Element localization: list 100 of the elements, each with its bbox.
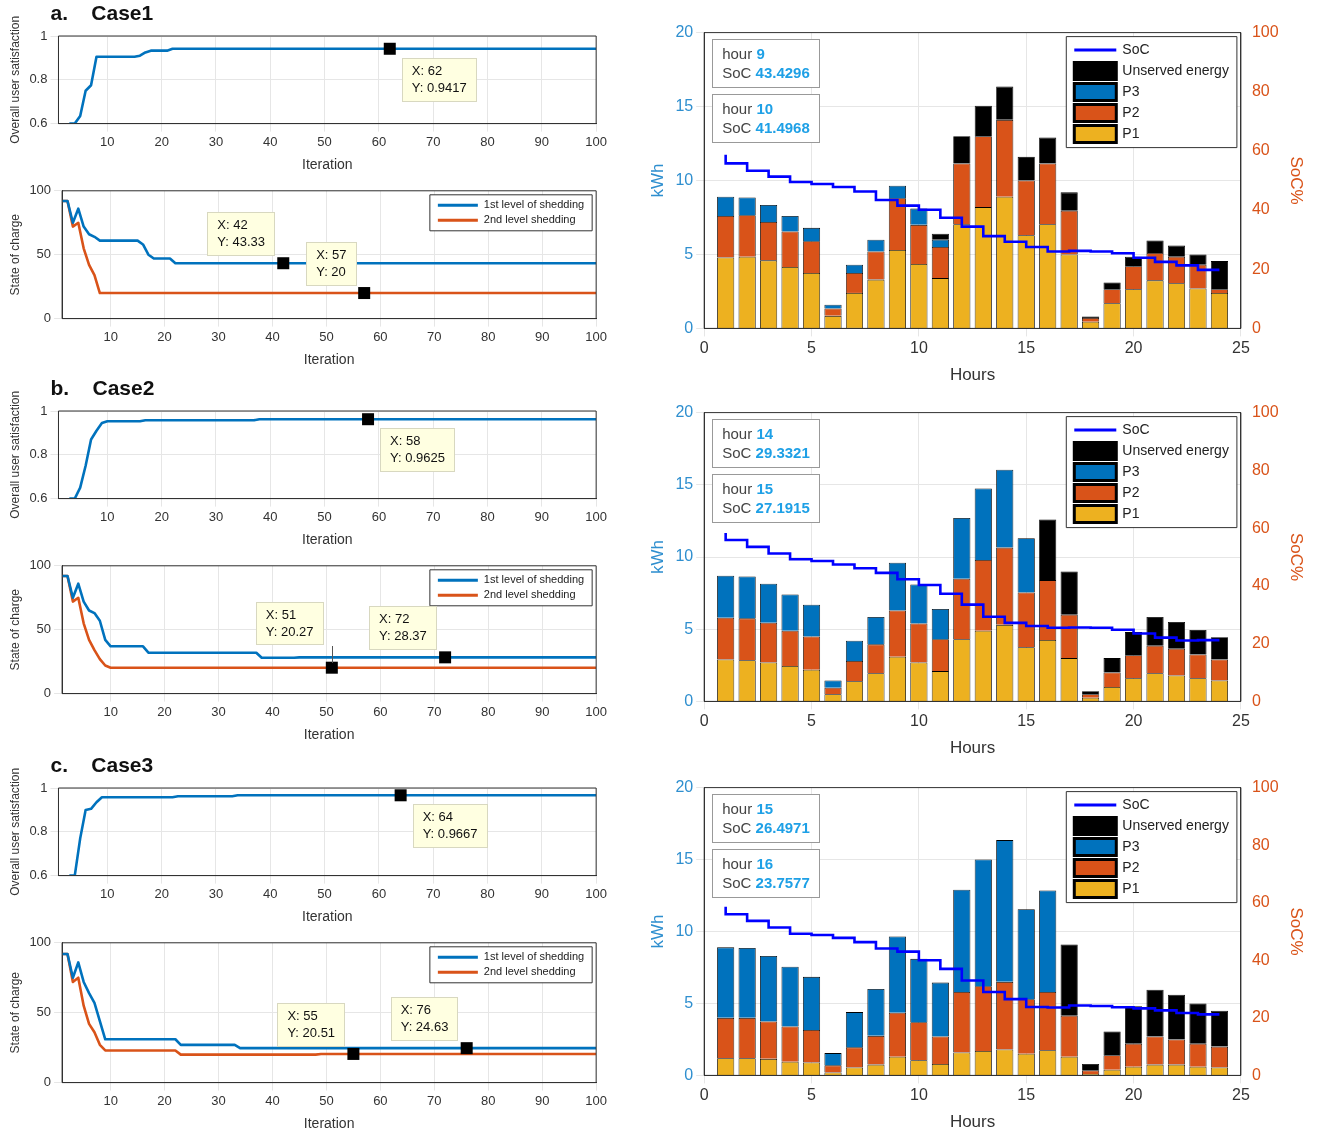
x-tick-label: 80 — [481, 703, 496, 719]
y-tick-label: 50 — [36, 621, 52, 637]
y-tick-label: 0.6 — [29, 490, 48, 506]
x-tick-label: 70 — [427, 328, 442, 344]
x-tick-label: 70 — [425, 885, 441, 901]
x-tick-label: 10 — [103, 328, 118, 344]
y2-tick-label: 20 — [1251, 1008, 1270, 1026]
x-tick-label: 50 — [317, 133, 332, 149]
y-tick-label: 100 — [29, 182, 52, 198]
x-tick-label: 50 — [319, 1092, 334, 1108]
x-tick-label: 40 — [265, 703, 280, 719]
y-tick-label: 1 — [40, 27, 48, 43]
annotation: X: 62 Y: 0.9417 — [401, 57, 477, 102]
x-tick-label: 90 — [534, 508, 550, 524]
legend-label: P2 — [1122, 483, 1140, 500]
x-axis-title: Iteration — [302, 156, 353, 173]
y2-tick-label: 40 — [1251, 950, 1270, 968]
y2-axis-title: SoC% — [1287, 532, 1307, 582]
x-tick-label: 20 — [1124, 712, 1143, 730]
y-tick-label: 0.8 — [29, 71, 48, 87]
x-tick-label: 20 — [154, 508, 169, 524]
y2-tick-label: 80 — [1251, 835, 1270, 853]
x-tick-label: 80 — [481, 1092, 496, 1108]
y-axis-title: State of charge — [7, 588, 22, 671]
y-tick-label: 0.8 — [29, 823, 48, 839]
x-tick-label: 10 — [909, 1086, 928, 1104]
y2-tick-label: 40 — [1251, 200, 1270, 218]
y-axis-title: Overall user satisfaction — [7, 390, 22, 519]
x-tick-label: 90 — [534, 885, 550, 901]
x-tick-label: 15 — [1017, 1086, 1036, 1104]
y-tick-label: 0.8 — [29, 446, 48, 462]
x-tick-label: 30 — [208, 133, 224, 149]
annotation: X: 76 Y: 24.63 — [390, 997, 459, 1041]
annotation: hour 9 SoC 43.4296 — [712, 38, 820, 88]
x-axis-title: Iteration — [303, 726, 355, 743]
chart-title: b. Case2 — [50, 376, 155, 400]
y-tick-label: 100 — [29, 934, 52, 950]
x-tick-label: 90 — [534, 1092, 550, 1108]
chart-title: a. Case1 — [50, 1, 154, 25]
x-tick-label: 10 — [909, 339, 928, 357]
legend-label: P3 — [1122, 462, 1140, 479]
x-tick-label: 10 — [103, 1092, 118, 1108]
x-tick-label: 15 — [1017, 339, 1036, 357]
legend-label: P3 — [1122, 837, 1140, 854]
x-tick-label: 20 — [157, 1092, 172, 1108]
y2-tick-label: 20 — [1251, 259, 1270, 277]
legend-label: 2nd level shedding — [483, 965, 576, 978]
annotation: X: 42 Y: 43.33 — [207, 212, 275, 256]
x-tick-label: 10 — [103, 703, 118, 719]
legend-label: P1 — [1122, 504, 1140, 521]
y-tick-label: 50 — [36, 246, 52, 262]
y2-tick-label: 80 — [1251, 82, 1270, 100]
y2-axis-title: SoC% — [1287, 907, 1307, 956]
annotation: hour 15 SoC 26.4971 — [712, 793, 820, 843]
x-tick-label: 25 — [1232, 712, 1250, 730]
legend-label: SoC — [1122, 40, 1150, 57]
y-tick-label: 50 — [36, 1004, 52, 1020]
x-tick-label: 5 — [807, 339, 817, 357]
x-tick-label: 20 — [1124, 339, 1143, 357]
x-tick-label: 100 — [585, 133, 608, 149]
y2-tick-label: 100 — [1251, 403, 1279, 421]
x-tick-label: 60 — [371, 508, 387, 524]
y2-tick-label: 40 — [1251, 576, 1270, 594]
x-tick-label: 0 — [699, 339, 709, 357]
y-tick-label: 15 — [675, 96, 694, 114]
x-tick-label: 100 — [585, 508, 608, 524]
y2-tick-label: 0 — [1251, 1065, 1261, 1083]
legend-label: P2 — [1122, 103, 1140, 120]
x-tick-label: 10 — [909, 712, 928, 730]
x-tick-label: 60 — [373, 328, 388, 344]
y-tick-label: 5 — [684, 993, 694, 1011]
chart-title: c. Case3 — [50, 753, 154, 777]
y2-tick-label: 100 — [1251, 778, 1279, 796]
y-tick-label: 15 — [675, 849, 694, 867]
y-tick-label: 0.6 — [29, 867, 48, 883]
y-tick-label: 100 — [29, 557, 52, 573]
legend-label: P3 — [1122, 82, 1140, 99]
x-tick-label: 30 — [208, 885, 224, 901]
x-tick-label: 40 — [265, 328, 280, 344]
x-tick-label: 70 — [427, 703, 442, 719]
x-tick-label: 10 — [100, 508, 115, 524]
y2-tick-label: 20 — [1251, 634, 1270, 652]
x-tick-label: 25 — [1232, 1086, 1250, 1104]
x-tick-label: 90 — [534, 328, 550, 344]
x-tick-label: 70 — [427, 1092, 442, 1108]
x-tick-label: 70 — [425, 508, 441, 524]
x-tick-label: 100 — [585, 703, 608, 719]
y-tick-label: 0.6 — [29, 115, 48, 131]
x-axis-title: Hours — [949, 365, 996, 385]
y-tick-label: 10 — [675, 547, 694, 565]
legend-label: Unserved energy — [1122, 441, 1229, 458]
x-tick-label: 80 — [480, 508, 495, 524]
y-tick-label: 20 — [675, 23, 694, 41]
annotation: X: 64 Y: 0.9667 — [412, 804, 488, 849]
x-tick-label: 30 — [211, 703, 226, 719]
x-tick-label: 60 — [371, 133, 387, 149]
x-tick-label: 15 — [1017, 712, 1036, 730]
x-tick-label: 5 — [807, 712, 817, 730]
x-tick-label: 100 — [585, 328, 608, 344]
y-axis-title: State of charge — [7, 213, 22, 296]
